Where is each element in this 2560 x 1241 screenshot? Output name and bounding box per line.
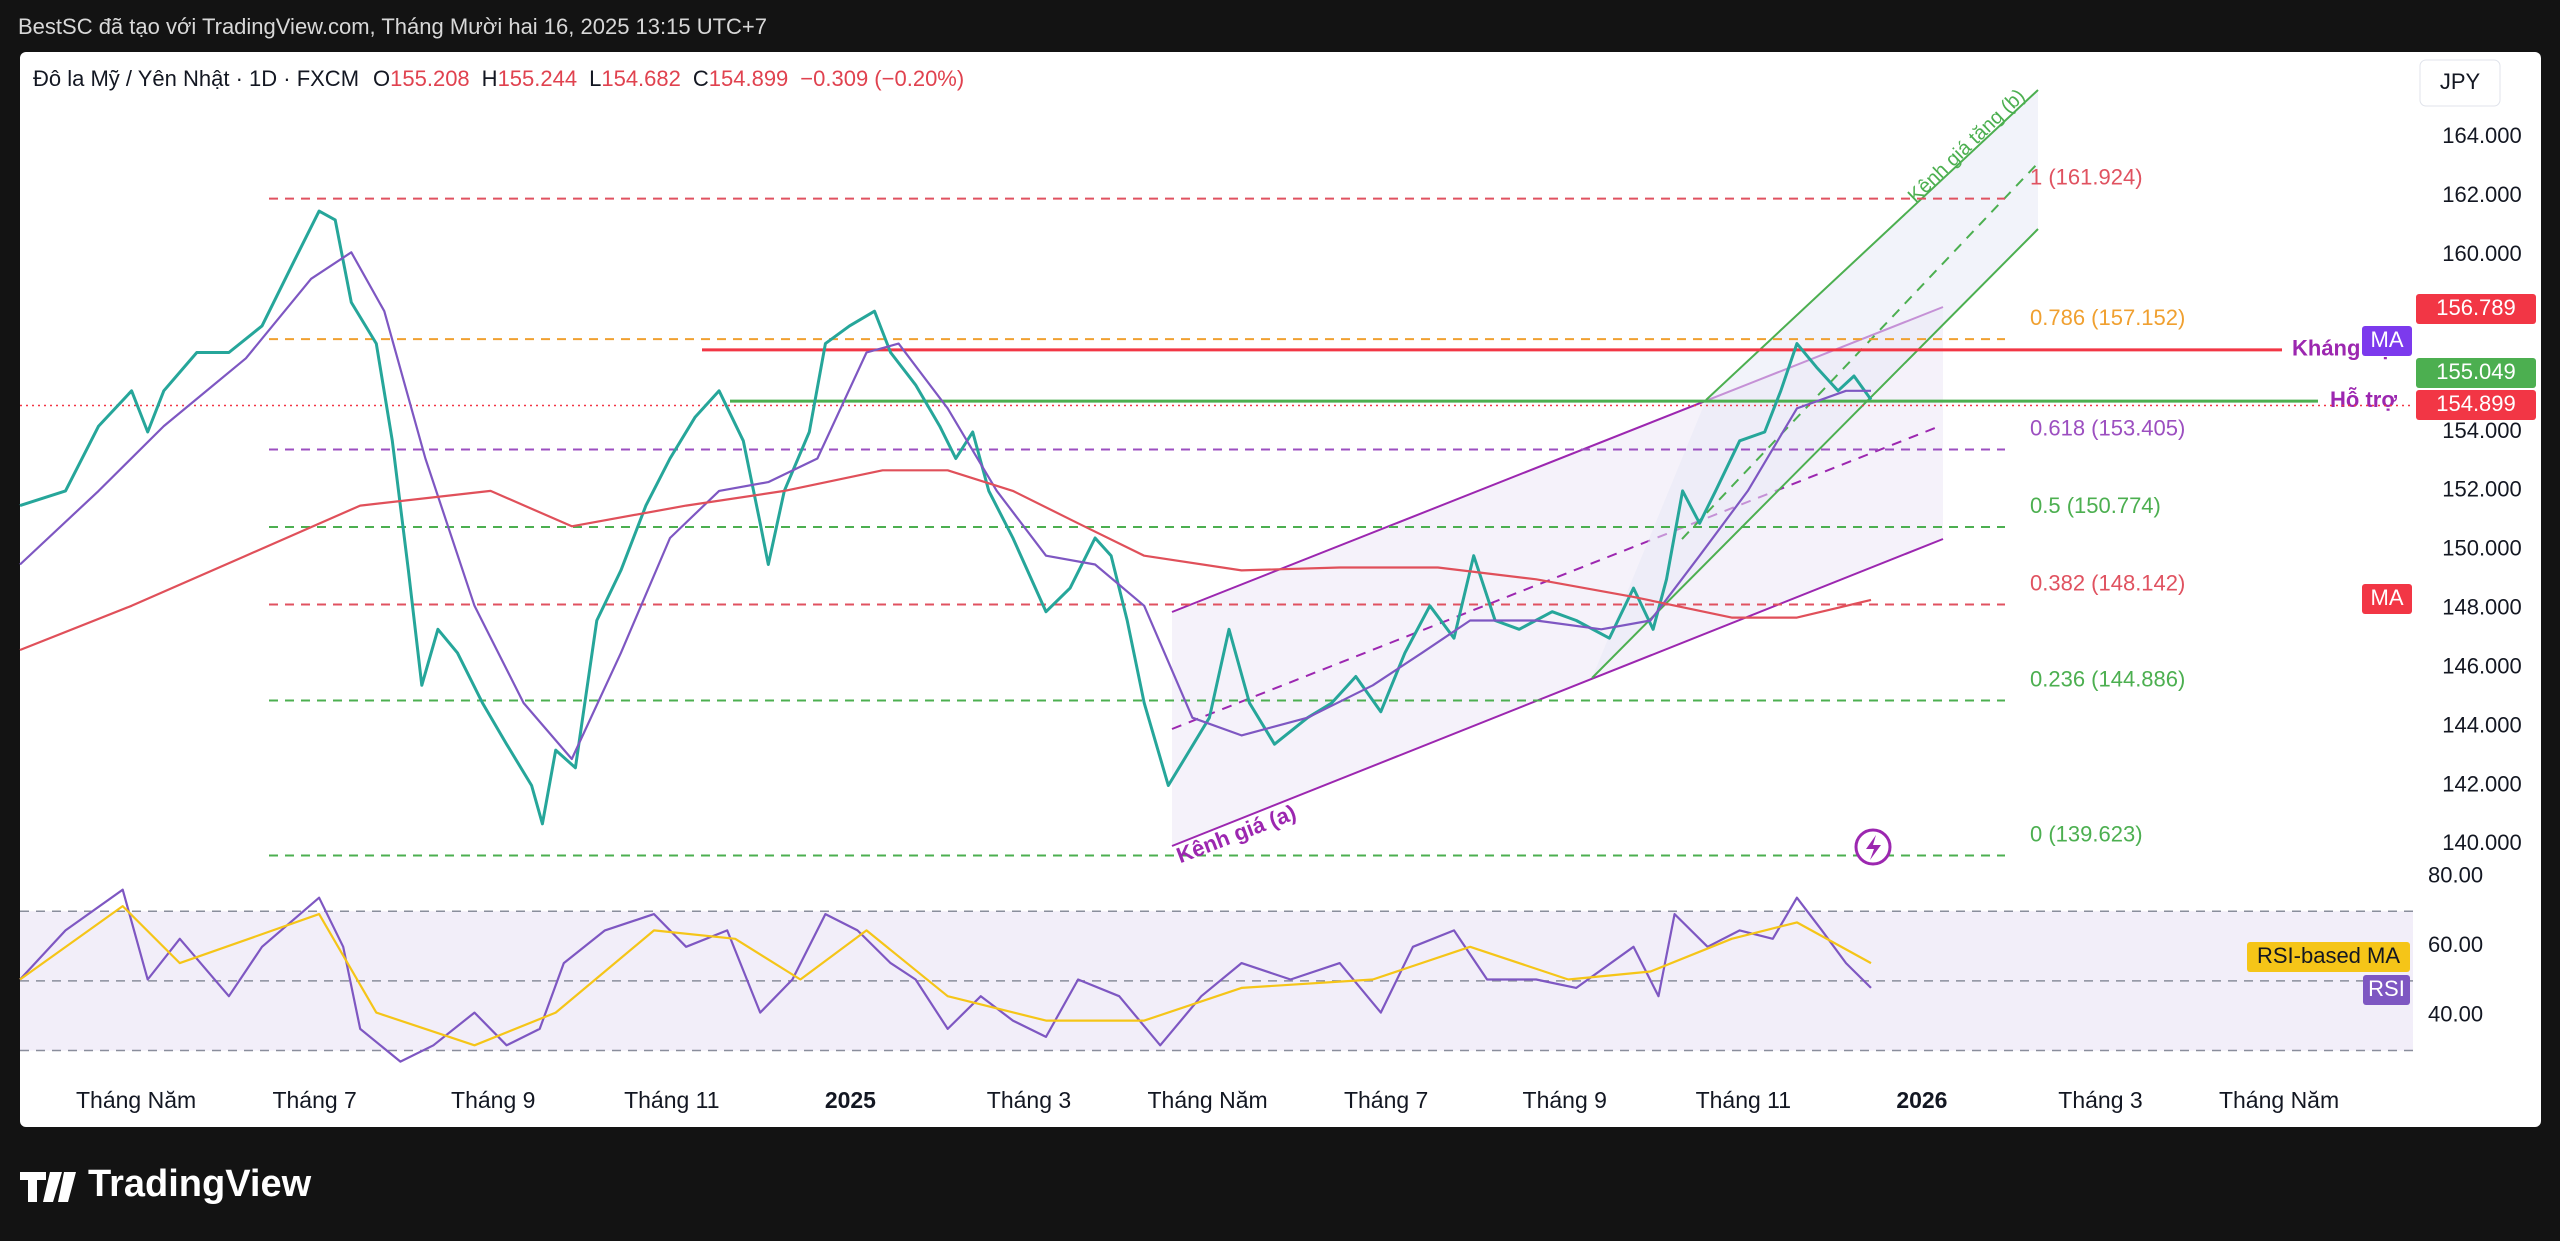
ma-badge: [2362, 326, 2412, 356]
header-text: H: [482, 66, 498, 91]
x-tick-label: Tháng 7: [1344, 1087, 1428, 1113]
fib-label: 0 (139.623): [2030, 821, 2143, 846]
price-badge: [2416, 294, 2536, 324]
ma-badge: [2362, 584, 2412, 614]
ma-badge-label: MA: [2371, 585, 2404, 610]
x-tick-label: Tháng 3: [2058, 1087, 2142, 1113]
price-badge: [2416, 358, 2536, 388]
header-text: C: [693, 66, 709, 91]
header-text: L: [589, 66, 601, 91]
y-tick-label: 160.000: [2442, 241, 2522, 266]
price-badge-label: 155.049: [2436, 359, 2516, 384]
fib-label: 0.382 (148.142): [2030, 570, 2185, 595]
price-badge-label: 156.789: [2436, 295, 2516, 320]
header-text: −0.309 (−0.20%): [800, 66, 964, 91]
header-text: O: [373, 66, 390, 91]
x-tick-label: Tháng 11: [624, 1087, 719, 1113]
fib-label: 0.236 (144.886): [2030, 666, 2185, 691]
rsi-badge: [2247, 942, 2410, 972]
channel-b-upper: [1705, 89, 2039, 401]
y-tick-label: 140.000: [2442, 830, 2522, 855]
y-tick-label: 152.000: [2442, 477, 2522, 502]
price-badge: [2416, 390, 2536, 420]
x-tick-label: Tháng Năm: [1147, 1087, 1267, 1113]
x-tick-label: Tháng Năm: [76, 1087, 196, 1113]
series-line: [19, 905, 1872, 1047]
price-badge-label: 154.899: [2436, 391, 2516, 416]
series-line: [19, 251, 1871, 761]
brand: TradingView: [88, 1163, 312, 1205]
channel-a-lower: [1171, 538, 1944, 847]
header-text: 155.244: [498, 66, 578, 91]
y-tick-label: 164.000: [2442, 123, 2522, 148]
y-tick-label: 162.000: [2442, 182, 2522, 207]
rsi-tick-label: 40.00: [2428, 1002, 2483, 1027]
x-tick-label: Tháng 11: [1696, 1087, 1791, 1113]
currency: JPY: [2440, 69, 2481, 94]
fib-label: 0.786 (157.152): [2030, 305, 2185, 330]
fib-label: 0.618 (153.405): [2030, 415, 2185, 440]
series-line: [19, 888, 1872, 1063]
level-label: Hỗ trợ: [2330, 387, 2397, 412]
header-text: Đô la Mỹ / Yên Nhật · 1D · FXCM: [33, 66, 359, 91]
x-tick-label: Tháng 7: [272, 1087, 356, 1113]
series-line: [19, 209, 1873, 826]
x-tick-label: Tháng Năm: [2219, 1087, 2339, 1113]
x-tick-label: 2025: [825, 1087, 876, 1113]
header-text: 154.682: [601, 66, 681, 91]
x-tick-label: Tháng 9: [451, 1087, 535, 1113]
header-text: 154.899: [709, 66, 789, 91]
ma-badge-label: MA: [2371, 327, 2404, 352]
y-tick-label: 154.000: [2442, 418, 2522, 443]
currency-box[interactable]: [2419, 59, 2501, 107]
y-tick-label: 142.000: [2442, 771, 2522, 796]
y-tick-label: 146.000: [2442, 653, 2522, 678]
x-tick-label: Tháng 9: [1523, 1087, 1607, 1113]
fib-label: 0.5 (150.774): [2030, 493, 2161, 518]
rsi-tick-label: 80.00: [2428, 862, 2483, 887]
channel-b-fill: [1592, 90, 2038, 678]
rsi-badge-label: RSI-based MA: [2257, 943, 2400, 968]
rsi-badge-label: RSI: [2368, 976, 2405, 1001]
alert-bolt: [1866, 835, 1881, 860]
y-tick-label: 150.000: [2442, 536, 2522, 561]
header-text: 155.208: [390, 66, 470, 91]
x-tick-label: 2026: [1896, 1087, 1947, 1113]
rsi-badge: [2363, 975, 2410, 1005]
fib-label: 1 (161.924): [2030, 164, 2143, 189]
credit: BestSC đã tạo với TradingView.com, Tháng…: [18, 14, 767, 39]
series-line: [19, 469, 1872, 652]
logo-icon: [20, 1172, 76, 1202]
x-tick-label: Tháng 3: [987, 1087, 1071, 1113]
plot: 1 (161.924) 0.786 (157.152) 0.618 (153.405…: [19, 123, 2536, 1113]
rsi-tick-label: 60.00: [2428, 932, 2483, 957]
y-tick-label: 148.000: [2442, 595, 2522, 620]
y-tick-label: 144.000: [2442, 712, 2522, 737]
